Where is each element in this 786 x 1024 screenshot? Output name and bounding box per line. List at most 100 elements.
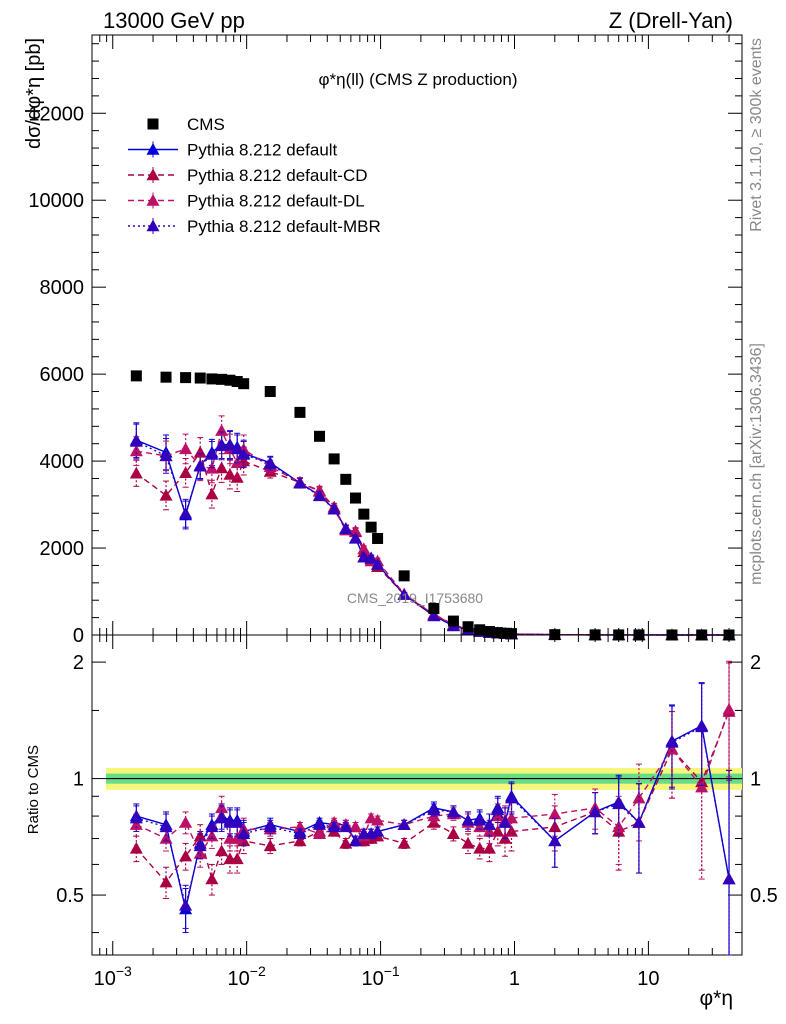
ratio-data-point — [339, 836, 353, 849]
main-data-point — [364, 551, 378, 564]
main-data-point — [328, 453, 340, 465]
x-axis-label: φ*η — [700, 987, 733, 1010]
ratio-data-point — [548, 834, 562, 847]
main-data-point — [193, 459, 207, 472]
legend-entry: Pythia 8.212 default-MBR — [128, 217, 381, 236]
ratio-data-point — [371, 824, 385, 837]
rivet-label: Rivet 3.1.10, ≥ 300k events — [748, 38, 765, 232]
x-tick-exponent: −1 — [384, 963, 400, 979]
ratio-y-tick-label-right: 0.5 — [750, 885, 778, 907]
legend-entry: CMS — [147, 115, 225, 134]
ratio-data-point — [588, 805, 602, 818]
ratio-data-point — [230, 832, 244, 844]
main-data-point — [428, 602, 440, 614]
ratio-data-point — [230, 852, 244, 865]
mcplots-label: mcplots.cern.ch [arXiv:1306.3436] — [748, 343, 765, 585]
ratio-data-point — [446, 805, 460, 818]
ratio-data-point — [129, 818, 143, 830]
main-data-point — [129, 444, 143, 457]
ratio-data-point — [237, 827, 251, 839]
main-data-point — [223, 438, 237, 451]
ratio-data-point — [129, 811, 143, 824]
ratio-data-point — [129, 841, 143, 854]
main-data-point — [313, 489, 327, 502]
main-data-point — [238, 378, 250, 390]
ratio-data-point — [446, 827, 460, 839]
main-data-point — [215, 461, 229, 474]
main-data-point — [230, 442, 244, 455]
ratio-data-point — [159, 820, 173, 833]
main-data-point — [223, 468, 237, 480]
main-data-point — [371, 558, 385, 570]
ratio-panel: 0.5 0.5 1 1 2 2 10−3 10−2 10−1 1 10 Ratio to CMS φ… — [25, 634, 778, 1010]
main-data-point — [179, 442, 193, 455]
ratio-data-point — [313, 827, 327, 839]
ratio-data-point — [263, 820, 277, 833]
main-data-point — [398, 570, 410, 582]
ratio-data-point — [215, 844, 229, 857]
ratio-data-point — [179, 816, 193, 828]
ratio-series-line — [136, 709, 730, 856]
main-data-point — [506, 628, 518, 640]
main-y-tick-label: 10000 — [28, 190, 84, 212]
ratio-data-point — [205, 829, 219, 842]
ratio-y-axis-label: Ratio to CMS — [25, 745, 42, 834]
main-data-point — [350, 492, 362, 504]
main-data-point — [206, 373, 218, 385]
legend: CMS Pythia 8.212 default Pythia 8.212 defa… — [128, 115, 381, 236]
ratio-data-point — [461, 836, 475, 849]
ratio-axis-ticks: 0.5 0.5 1 1 2 2 10−3 10−2 10−1 1 10 — [56, 635, 778, 990]
main-data-point — [462, 621, 474, 633]
main-data-point — [427, 609, 441, 622]
main-data-point — [231, 376, 243, 388]
main-data-point — [314, 430, 326, 442]
ratio-data-point — [179, 898, 193, 911]
ratio-data-point — [193, 839, 207, 852]
legend-marker — [146, 168, 160, 181]
ratio-data-point — [461, 813, 475, 826]
ratio-data-point — [722, 872, 736, 885]
ratio-y-tick-label: 0.5 — [56, 885, 84, 907]
legend-label: Pythia 8.212 default-DL — [187, 192, 365, 211]
ratio-y-tick-label: 2 — [73, 652, 84, 674]
legend-entry: Pythia 8.212 default-CD — [128, 166, 368, 185]
ratio-data-point — [193, 847, 207, 859]
main-data-point — [263, 457, 277, 469]
ratio-data-point — [665, 735, 679, 748]
legend-marker — [146, 194, 160, 206]
main-data-point — [340, 473, 352, 485]
ratio-data-point — [397, 836, 411, 849]
ratio-data-point — [482, 818, 496, 830]
main-y-tick-label: 12000 — [28, 103, 84, 125]
main-data-point — [205, 487, 219, 500]
main-data-point — [483, 626, 495, 638]
main-data-point — [447, 615, 459, 627]
legend-entry: Pythia 8.212 default — [128, 141, 338, 160]
ratio-data-point — [159, 875, 173, 888]
main-data-point — [194, 372, 206, 384]
main-data-point — [160, 371, 172, 383]
main-data-point — [215, 424, 229, 436]
main-data-point — [179, 506, 193, 519]
legend-marker — [146, 143, 160, 155]
main-data-point — [372, 532, 384, 544]
ratio-data-point — [695, 720, 709, 733]
ratio-data-point — [293, 820, 307, 833]
ratio-data-point — [548, 807, 562, 820]
ratio-data-point — [612, 797, 626, 810]
main-data-point — [224, 374, 236, 386]
ratio-data-point — [665, 742, 679, 755]
ratio-data-point — [473, 841, 487, 854]
x-tick-label: 10−3 — [94, 963, 132, 990]
main-data-point — [159, 449, 173, 462]
main-data-point — [237, 448, 251, 460]
ratio-data-point — [293, 827, 307, 839]
main-data-point — [216, 373, 228, 385]
ratio-data-point — [695, 780, 709, 793]
main-data-point — [492, 627, 504, 639]
ratio-data-point — [491, 803, 505, 816]
main-data-point — [129, 466, 143, 479]
main-data-point — [365, 521, 377, 533]
ratio-y-tick-label: 1 — [73, 769, 84, 791]
